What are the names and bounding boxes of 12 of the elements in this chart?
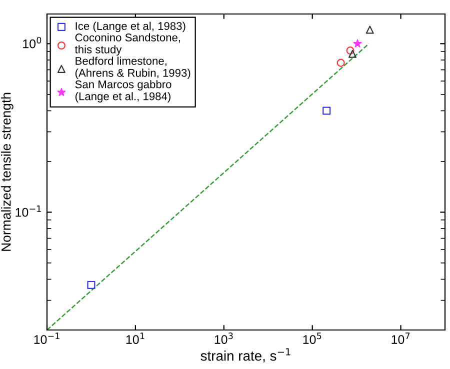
legend-label: San Marcos gabbro (Lange et al., 1984) [75,80,172,102]
x-axis-title: strain rate, s$^{−1}$ [200,348,290,362]
legend-label: Coconino Sandstone, this study [74,33,180,56]
x-tick-label: 10$^{3}$ [214,332,233,344]
x-tick-label: 10$^{7}$ [392,332,410,344]
legend-label: Ice (Lange et al, 1983) [76,22,186,32]
y-tick-label: 10$^{0}$ [23,36,42,48]
y-axis-title: Normalized tensile strength [1,92,14,251]
x-tick-label: 10$^{−1}$ [34,332,60,344]
legend-label: Bedford limestone, (Ahrens & Rubin, 1993) [75,56,190,80]
x-tick-label: 10$^{1}$ [126,332,144,344]
x-tick-label: 10$^{5}$ [303,332,322,344]
